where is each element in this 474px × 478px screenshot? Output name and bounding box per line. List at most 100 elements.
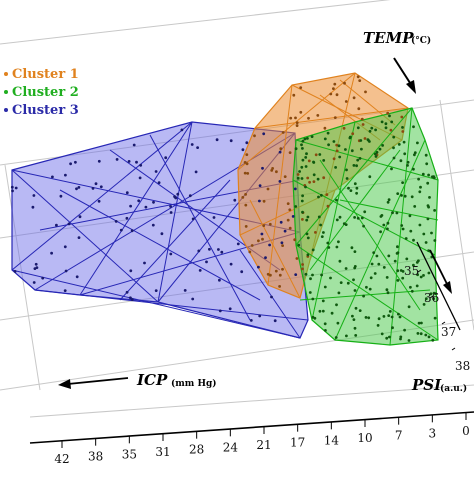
cluster-1-point — [307, 159, 311, 163]
cluster-1-point — [301, 263, 304, 266]
icp-axis: ICP (mm Hg) 42 38 35 31 28 24 21 17 14 10 7 3 0 — [29, 371, 474, 466]
cluster-2-point — [353, 182, 357, 186]
psi-tick-label: 36 — [424, 291, 439, 305]
cluster-2-point — [375, 254, 379, 258]
cluster-2-point — [392, 156, 396, 160]
cluster-2-point — [391, 211, 394, 215]
cluster-2-point — [400, 194, 403, 197]
cluster-2-point — [352, 278, 355, 282]
cluster-2-point — [304, 272, 308, 276]
legend-marker-cluster-3 — [4, 108, 8, 112]
cluster-2-point — [388, 114, 391, 118]
cluster-2-point — [335, 245, 339, 249]
cluster-2-point — [352, 318, 356, 321]
cluster-3-point — [35, 266, 39, 269]
cluster-2-point — [421, 172, 425, 176]
cluster-2-point — [413, 205, 417, 208]
cluster-1-point — [296, 173, 300, 176]
icp-tick-label: 38 — [88, 450, 103, 464]
cluster-2-point — [404, 237, 408, 240]
cluster-3-point — [94, 182, 98, 186]
cluster-3-point — [270, 295, 273, 299]
cluster-2-point — [397, 312, 400, 316]
cluster-2-point — [330, 311, 334, 315]
icp-tick-label: 14 — [324, 433, 340, 447]
cluster-1-point — [250, 244, 254, 247]
cluster-3-point — [278, 180, 282, 183]
cluster-3-point — [191, 217, 195, 221]
cluster-3-point — [283, 229, 287, 233]
cluster-2-point — [387, 314, 391, 317]
cluster-3-point — [55, 223, 58, 227]
cluster-1-point — [289, 116, 293, 120]
cluster-1-point — [270, 169, 274, 172]
cluster-2-point — [390, 120, 394, 124]
cluster-2-point — [337, 144, 341, 148]
cluster-2-point — [432, 297, 435, 301]
cluster-1-point — [286, 218, 290, 222]
cluster-3-point — [240, 270, 244, 274]
icp-tick-label: 0 — [462, 424, 470, 438]
cluster-2-point — [396, 245, 399, 249]
cluster-3-point — [236, 242, 240, 246]
icp-tick-label: 35 — [122, 447, 137, 461]
cluster-2-point — [378, 147, 382, 151]
cluster-2-point — [425, 162, 429, 166]
cluster-2-point — [391, 326, 394, 330]
cluster-1-point — [326, 204, 330, 208]
cluster-2-point — [345, 177, 349, 180]
cluster-3-point — [160, 232, 164, 236]
cluster-2-point — [303, 137, 307, 141]
cluster-2-point — [377, 262, 381, 266]
cluster-1-point — [281, 131, 285, 134]
cluster-3-point — [115, 158, 119, 161]
cluster-2-point — [403, 328, 406, 332]
cluster-2-point — [395, 252, 399, 255]
cluster-3-point — [220, 250, 224, 254]
cluster-1-point — [295, 257, 299, 260]
cluster-2-point — [329, 276, 332, 280]
cluster-1-point — [333, 82, 337, 86]
cluster-3-point — [169, 252, 173, 256]
icp-tick-label: 21 — [256, 438, 271, 452]
cluster-2-point — [381, 144, 384, 147]
cluster-2-point — [353, 289, 357, 292]
cluster-2-point — [406, 164, 409, 167]
cluster-2-point — [358, 157, 362, 160]
cluster-2-point — [364, 316, 368, 319]
cluster-1-point — [244, 203, 248, 207]
cluster-1-point — [389, 128, 393, 132]
cluster-1-point — [314, 153, 318, 157]
cluster-2-point — [363, 210, 367, 214]
cluster-2-point — [399, 269, 403, 272]
cluster-1-point — [344, 100, 348, 103]
cluster-2-point — [403, 152, 407, 156]
cluster-3-point — [217, 248, 220, 251]
cluster-2-point — [370, 126, 374, 130]
cluster-2-point — [387, 198, 391, 202]
cluster-2-point — [353, 326, 357, 330]
cluster-2-point — [372, 251, 376, 255]
cluster-2-point — [374, 128, 377, 132]
cluster-2-point — [326, 241, 330, 245]
cluster-1-point — [308, 180, 311, 184]
cluster-2-point — [412, 238, 415, 242]
cluster-2-point — [298, 170, 301, 173]
cluster-2-point — [379, 230, 382, 234]
cluster-3-point — [180, 128, 184, 132]
cluster-1-point — [288, 151, 292, 155]
cluster-1-point — [335, 93, 339, 97]
cluster-1-point — [292, 93, 296, 97]
cluster-2-point — [386, 227, 389, 231]
cluster-3-point — [188, 194, 192, 198]
cluster-2-point — [416, 332, 420, 335]
cluster-1-point — [269, 273, 272, 277]
cluster-2-point — [344, 148, 347, 151]
cluster-2-point — [339, 281, 343, 284]
cluster-1-point — [283, 175, 287, 179]
cluster-2-point — [369, 276, 373, 280]
cluster-2-point — [355, 186, 359, 190]
cluster-2-point — [322, 231, 325, 234]
icp-tick-label: 3 — [429, 426, 437, 440]
cluster-2-point — [406, 160, 410, 164]
